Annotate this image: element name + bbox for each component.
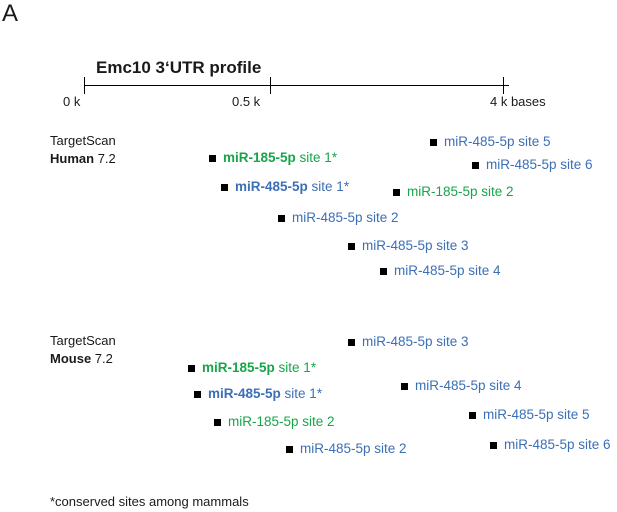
site-mir: miR-485-5p [235,179,308,194]
site-label: site 2 [366,210,399,225]
site-mir: miR-485-5p [208,386,281,401]
site-mir: miR-185-5p [228,414,299,429]
tick-label-4k: 4 k bases [490,94,546,109]
site-label: site 1* [311,179,350,194]
site-mir: miR-485-5p [486,157,557,172]
site-label: site 3 [436,334,469,349]
track-species: Human [50,151,95,166]
site-marker: miR-485-5p site 1* [194,386,322,402]
site-square-icon [214,418,221,426]
site-mir: miR-485-5p [292,210,363,225]
track-source: TargetScan [50,133,116,148]
profile-axis-line [84,85,509,86]
site-mir: miR-185-5p [202,360,275,375]
track-version: 7.2 [94,351,113,366]
site-mir: miR-485-5p [504,437,575,452]
site-label: site 4 [489,378,522,393]
site-square-icon [194,390,201,398]
axis-tick-2 [503,77,504,94]
site-square-icon [393,188,400,196]
site-label: site 3 [436,238,469,253]
site-marker: miR-485-5p site 2 [278,210,399,226]
site-marker: miR-485-5p site 3 [348,238,469,254]
track-version: 7.2 [97,151,116,166]
site-marker: miR-485-5p site 4 [401,378,522,394]
axis-tick-0 [84,77,85,94]
site-label: site 5 [557,407,590,422]
site-label: site 1* [278,360,317,375]
site-square-icon [380,267,387,275]
footnote: *conserved sites among mammals [50,494,249,509]
site-mir: miR-485-5p [394,263,465,278]
site-mir: miR-485-5p [415,378,486,393]
site-mir: miR-185-5p [407,184,478,199]
site-mir: miR-485-5p [362,334,433,349]
site-square-icon [469,411,476,419]
site-square-icon [401,382,408,390]
site-square-icon [209,154,216,162]
site-label: site 1* [284,386,323,401]
site-marker: miR-485-5p site 5 [469,407,590,423]
site-marker: miR-185-5p site 2 [393,184,514,200]
site-label: site 2 [481,184,514,199]
track-species: Mouse [50,351,92,366]
site-marker: miR-485-5p site 2 [286,441,407,457]
site-square-icon [188,364,195,372]
site-mir: miR-185-5p [223,150,296,165]
site-marker: miR-185-5p site 1* [188,360,316,376]
site-square-icon [286,445,293,453]
site-square-icon [472,161,479,169]
track-label-mouse: TargetScan Mouse 7.2 [50,332,116,368]
axis-tick-1 [270,77,271,94]
site-square-icon [348,242,355,250]
site-marker: miR-485-5p site 3 [348,334,469,350]
site-square-icon [430,138,437,146]
site-label: site 2 [374,441,407,456]
site-mir: miR-485-5p [483,407,554,422]
track-species-line: Mouse 7.2 [50,350,116,368]
tick-label-0.5k: 0.5 k [232,94,261,109]
site-label: site 1* [299,150,338,165]
site-label: site 6 [560,157,593,172]
site-label: site 2 [302,414,335,429]
site-label: site 4 [468,263,501,278]
panel-letter: A [2,0,19,27]
site-square-icon [490,441,497,449]
site-label: site 5 [518,134,551,149]
site-marker: miR-485-5p site 6 [472,157,593,173]
site-square-icon [278,214,285,222]
profile-title: Emc10 3‘UTR profile [96,58,262,77]
track-source: TargetScan [50,333,116,348]
track-species-line: Human 7.2 [50,150,116,168]
site-mir: miR-485-5p [362,238,433,253]
site-label: site 6 [578,437,611,452]
site-marker: miR-485-5p site 4 [380,263,501,279]
track-label-human: TargetScan Human 7.2 [50,132,116,168]
site-square-icon [348,338,355,346]
site-mir: miR-485-5p [444,134,515,149]
site-marker: miR-485-5p site 5 [430,134,551,150]
site-square-icon [221,183,228,191]
site-marker: miR-185-5p site 2 [214,414,335,430]
site-marker: miR-485-5p site 6 [490,437,611,453]
site-marker: miR-185-5p site 1* [209,150,337,166]
site-mir: miR-485-5p [300,441,371,456]
tick-label-0k: 0 k [63,94,81,109]
site-marker: miR-485-5p site 1* [221,179,349,195]
